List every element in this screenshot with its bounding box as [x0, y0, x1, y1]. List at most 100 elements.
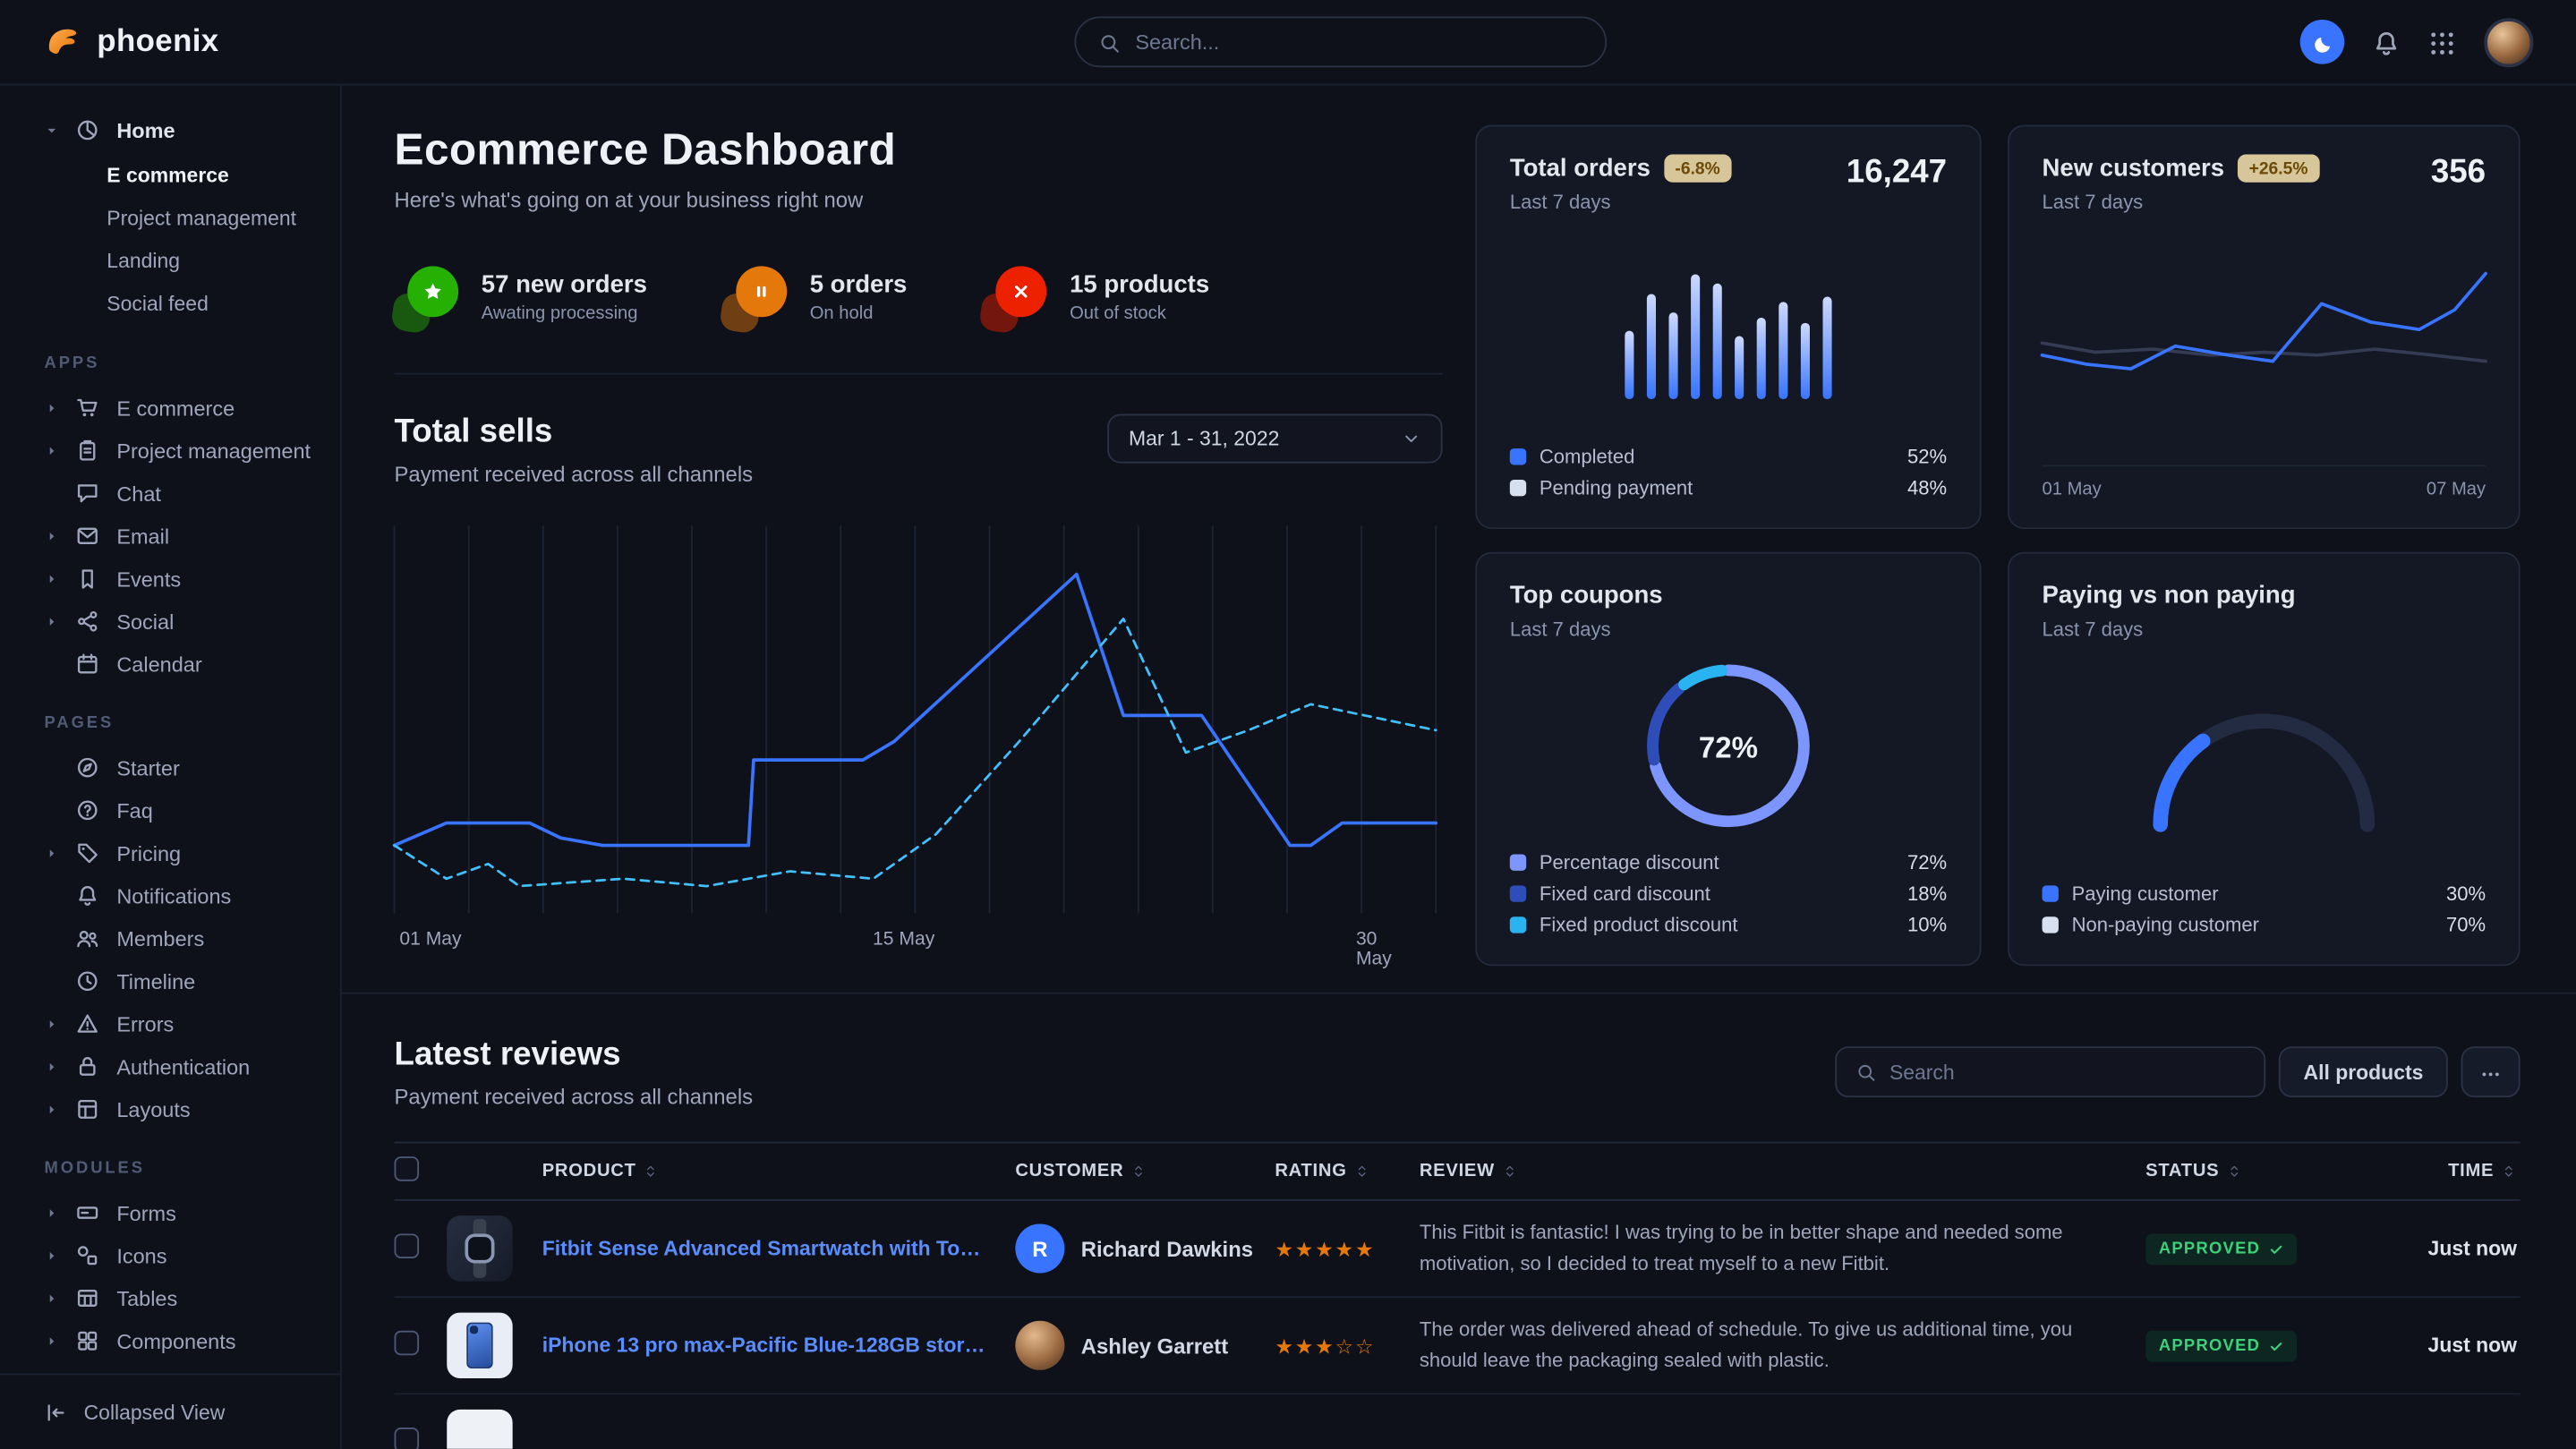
- column-header-customer[interactable]: CUSTOMER: [1015, 1162, 1275, 1181]
- sidebar-item-errors[interactable]: Errors: [0, 1002, 340, 1045]
- mail-icon: [75, 524, 101, 548]
- customer-name: Ashley Garrett: [1081, 1334, 1228, 1359]
- sidebar-item-layouts[interactable]: Layouts: [0, 1087, 340, 1130]
- row-checkbox[interactable]: [395, 1428, 420, 1449]
- shapes-icon: [75, 1243, 101, 1267]
- sidebar-item-tables[interactable]: Tables: [0, 1276, 340, 1319]
- global-search: [1074, 16, 1607, 67]
- product-thumbnail: [447, 1410, 512, 1449]
- sidebar-item-e-commerce[interactable]: E commerce: [0, 155, 340, 198]
- sidebar-item-social-feed[interactable]: Social feed: [0, 283, 340, 326]
- global-search-input[interactable]: [1135, 30, 1582, 55]
- total-orders-badge: -6.8%: [1664, 155, 1732, 183]
- sidebar-item-project-management[interactable]: Project management: [0, 197, 340, 240]
- customer-avatar: R: [1015, 1223, 1064, 1273]
- total-sells-title: Total sells: [395, 414, 754, 452]
- select-all-checkbox[interactable]: [395, 1156, 420, 1181]
- sidebar-item-landing[interactable]: Landing: [0, 240, 340, 283]
- sidebar-item-forms[interactable]: Forms: [0, 1191, 340, 1234]
- sidebar-item-notifications[interactable]: Notifications: [0, 874, 340, 916]
- sidebar-item-authentication[interactable]: Authentication: [0, 1044, 340, 1087]
- theme-toggle-button[interactable]: [2300, 20, 2345, 64]
- navbar-actions: [2300, 17, 2534, 66]
- sidebar-item-timeline[interactable]: Timeline: [0, 959, 340, 1002]
- chat-icon: [75, 481, 101, 505]
- notifications-button[interactable]: [2372, 25, 2400, 58]
- x-axis-label: 07 May: [2427, 480, 2486, 499]
- paying-chart: [2043, 641, 2486, 882]
- main-content: Ecommerce Dashboard Here's what's going …: [342, 85, 2576, 1448]
- legend-value: 48%: [1907, 476, 1947, 499]
- legend-swatch: [1510, 885, 1526, 901]
- legend-item: Paying customer30%: [2043, 882, 2486, 906]
- status-badge: APPROVED: [2145, 1233, 2296, 1265]
- legend-label: Completed: [1540, 445, 1635, 468]
- reviews-search-input[interactable]: [1889, 1061, 2244, 1084]
- x-axis-label: 01 May: [2043, 480, 2102, 499]
- collapse-sidebar-button[interactable]: Collapsed View: [0, 1373, 340, 1448]
- collapse-label: Collapsed View: [84, 1401, 226, 1424]
- top-coupons-chart: 72%: [1510, 641, 1947, 851]
- sidebar-item-chat[interactable]: Chat: [0, 472, 340, 515]
- caret-right-icon: [45, 1334, 63, 1349]
- legend-value: 70%: [2446, 914, 2486, 937]
- x-axis-label: 01 May: [399, 930, 461, 950]
- sort-icon: [1353, 1163, 1369, 1180]
- sidebar-item-components[interactable]: Components: [0, 1319, 340, 1362]
- total-orders-title: Total orders: [1510, 155, 1651, 183]
- sidebar-section-pages: PAGES: [0, 714, 340, 732]
- sidebar-section-apps: APPS: [0, 354, 340, 372]
- stat-out-of-stock: 15 productsOut of stock: [983, 265, 1209, 330]
- top-coupons-title: Top coupons: [1510, 582, 1663, 609]
- product-link[interactable]: Fitbit Sense Advanced Smartwatch with To…: [542, 1237, 1016, 1260]
- legend-swatch: [2043, 885, 2059, 901]
- sidebar-item-icons[interactable]: Icons: [0, 1233, 340, 1276]
- table-icon: [75, 1286, 101, 1310]
- search-icon: [1856, 1062, 1876, 1082]
- brand[interactable]: phoenix: [43, 22, 219, 62]
- row-checkbox[interactable]: [395, 1331, 420, 1356]
- bell-icon: [2372, 25, 2400, 58]
- sidebar-item-home[interactable]: Home: [0, 108, 340, 151]
- new-customers-period: Last 7 days: [2043, 191, 2320, 214]
- customer-cell: Ashley Garrett: [1015, 1321, 1275, 1370]
- legend-label: Pending payment: [1540, 476, 1693, 499]
- column-header-time[interactable]: TIME: [2356, 1162, 2521, 1181]
- product-link[interactable]: iPhone 13 pro max-Pacific Blue-128GB sto…: [542, 1334, 1016, 1357]
- reviews-subtitle: Payment received across all channels: [395, 1084, 754, 1109]
- pause-icon: [736, 266, 787, 317]
- column-header-product[interactable]: PRODUCT: [542, 1162, 1016, 1181]
- sidebar-item-members[interactable]: Members: [0, 916, 340, 959]
- column-header-status[interactable]: STATUS: [2145, 1162, 2356, 1181]
- caret-right-icon: [45, 400, 63, 415]
- user-avatar[interactable]: [2484, 17, 2533, 66]
- sidebar-item-email[interactable]: Email: [0, 515, 340, 558]
- sidebar-item-calendar[interactable]: Calendar: [0, 643, 340, 686]
- sidebar-item-pricing[interactable]: Pricing: [0, 831, 340, 874]
- top-navbar: phoenix: [0, 0, 2576, 85]
- sidebar-item-social[interactable]: Social: [0, 600, 340, 643]
- sidebar-item-project-management[interactable]: Project management: [0, 429, 340, 472]
- column-header-rating[interactable]: RATING: [1275, 1162, 1420, 1181]
- total-sells-chart: 01 May15 May30 May: [395, 525, 1443, 956]
- top-coupons-legend: Percentage discount72%Fixed card discoun…: [1510, 851, 1947, 936]
- column-header-review[interactable]: REVIEW: [1420, 1162, 2145, 1181]
- sidebar-item-e-commerce[interactable]: E commerce: [0, 386, 340, 429]
- date-range-select[interactable]: Mar 1 - 31, 2022: [1107, 414, 1442, 464]
- more-actions-button[interactable]: [2461, 1046, 2521, 1097]
- apps-menu-button[interactable]: [2428, 25, 2456, 58]
- legend-swatch: [1510, 854, 1526, 870]
- total-orders-value: 16,247: [1847, 155, 1947, 192]
- row-checkbox[interactable]: [395, 1233, 420, 1258]
- sidebar-item-faq[interactable]: Faq: [0, 788, 340, 831]
- rating-stars: ★★★★★: [1275, 1236, 1420, 1261]
- sidebar-item-events[interactable]: Events: [0, 557, 340, 600]
- legend-item: Completed52%: [1510, 445, 1947, 468]
- caret-right-icon: [45, 1102, 63, 1117]
- product-thumbnail: [447, 1215, 512, 1281]
- legend-label: Percentage discount: [1540, 851, 1719, 874]
- all-products-button[interactable]: All products: [2279, 1046, 2448, 1097]
- sidebar-item-starter[interactable]: Starter: [0, 746, 340, 788]
- stat-badge-icon: [983, 265, 1048, 330]
- legend-item: Fixed product discount10%: [1510, 914, 1947, 937]
